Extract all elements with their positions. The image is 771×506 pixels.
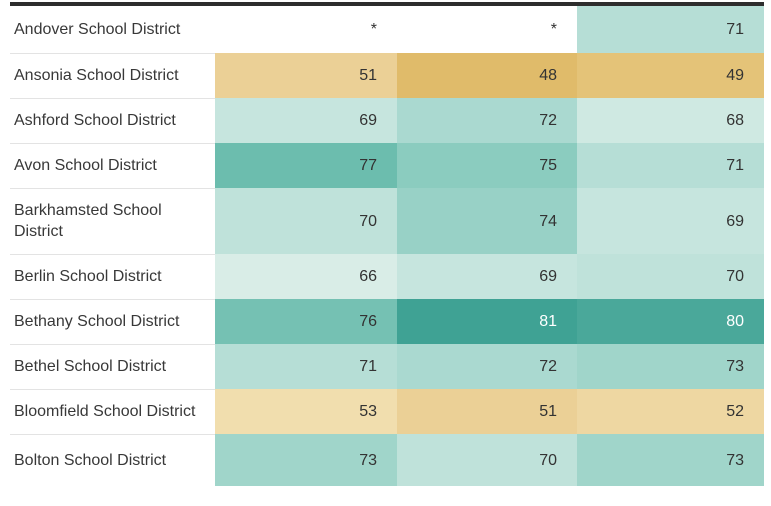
district-name: Barkhamsted School District — [10, 188, 215, 254]
score-cell: 71 — [577, 143, 764, 188]
table-row: Bethany School District 76 81 80 — [10, 299, 764, 344]
table-row: Bolton School District 73 70 73 — [10, 434, 764, 486]
table-row: Barkhamsted School District 70 74 69 — [10, 188, 764, 254]
district-name: Bethany School District — [10, 299, 215, 344]
score-cell: 75 — [397, 143, 577, 188]
table-row: Andover School District * * 71 — [10, 6, 764, 53]
table-row: Ansonia School District 51 48 49 — [10, 53, 764, 98]
score-cell: 51 — [215, 53, 397, 98]
table-row: Bloomfield School District 53 51 52 — [10, 389, 764, 434]
district-name: Bolton School District — [10, 434, 215, 486]
score-cell: 69 — [397, 254, 577, 299]
score-cell: 81 — [397, 299, 577, 344]
score-cell: 49 — [577, 53, 764, 98]
score-cell: 69 — [577, 188, 764, 254]
district-name: Bloomfield School District — [10, 389, 215, 434]
district-name: Avon School District — [10, 143, 215, 188]
score-cell: 68 — [577, 98, 764, 143]
score-cell: 74 — [397, 188, 577, 254]
score-cell: 51 — [397, 389, 577, 434]
score-cell: 72 — [397, 344, 577, 389]
score-cell: 69 — [215, 98, 397, 143]
heatmap-table-page: Andover School District * * 71 Ansonia Schoo… — [0, 2, 771, 486]
score-cell: 70 — [397, 434, 577, 486]
district-name: Berlin School District — [10, 254, 215, 299]
score-cell: 48 — [397, 53, 577, 98]
score-cell: 70 — [577, 254, 764, 299]
table-row: Avon School District 77 75 71 — [10, 143, 764, 188]
score-cell: 71 — [215, 344, 397, 389]
score-cell: 52 — [577, 389, 764, 434]
score-cell: 73 — [577, 344, 764, 389]
district-name: Bethel School District — [10, 344, 215, 389]
score-cell: 77 — [215, 143, 397, 188]
district-score-table: Andover School District * * 71 Ansonia Schoo… — [10, 2, 764, 486]
score-cell: 76 — [215, 299, 397, 344]
score-cell: 73 — [577, 434, 764, 486]
score-cell: 80 — [577, 299, 764, 344]
table-row: Berlin School District 66 69 70 — [10, 254, 764, 299]
score-cell: 73 — [215, 434, 397, 486]
district-name: Ashford School District — [10, 98, 215, 143]
suppressed-score-cell: * — [215, 6, 397, 53]
suppressed-score-cell: * — [397, 6, 577, 53]
table-row: Bethel School District 71 72 73 — [10, 344, 764, 389]
score-cell: 70 — [215, 188, 397, 254]
score-cell: 72 — [397, 98, 577, 143]
district-name: Ansonia School District — [10, 53, 215, 98]
table-row: Ashford School District 69 72 68 — [10, 98, 764, 143]
score-cell: 53 — [215, 389, 397, 434]
score-cell: 71 — [577, 6, 764, 53]
score-cell: 66 — [215, 254, 397, 299]
district-name: Andover School District — [10, 6, 215, 53]
